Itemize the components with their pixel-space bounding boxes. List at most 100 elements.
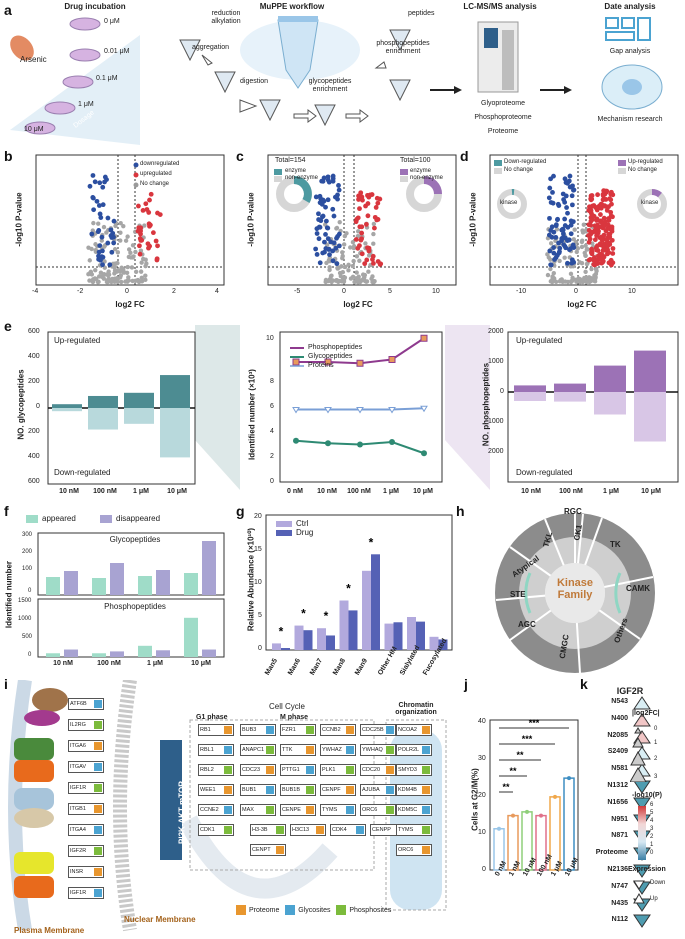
sig-star: * bbox=[301, 607, 306, 621]
i-nuclear-label: Nuclear Membrane bbox=[124, 915, 196, 924]
volcano-point bbox=[115, 267, 121, 273]
gene-label: KDM5C bbox=[398, 807, 418, 813]
volcano-point bbox=[96, 249, 102, 255]
volcano-point bbox=[136, 203, 141, 209]
volcano-point bbox=[138, 269, 144, 274]
e-glyco-ytick-4: 200 bbox=[28, 428, 40, 435]
down-triangle bbox=[633, 914, 651, 929]
phospho-appeared-bar bbox=[138, 645, 152, 657]
volcano-point bbox=[94, 198, 100, 204]
volcano-point bbox=[565, 279, 571, 285]
receptor-cell: ITGA4 bbox=[68, 824, 104, 836]
sig-star: * bbox=[346, 582, 351, 596]
panel-b-volcano bbox=[35, 154, 225, 286]
gene-label: H3-3B bbox=[252, 827, 268, 833]
volcano-point bbox=[140, 207, 146, 213]
volcano-point bbox=[360, 272, 366, 277]
volcano-point bbox=[600, 192, 606, 197]
volcano-point bbox=[153, 238, 159, 244]
c-ylabel: -log10 P-value bbox=[246, 192, 256, 247]
glyco-point bbox=[293, 437, 299, 444]
receptor-cell: IL2RG bbox=[68, 719, 104, 731]
e-line-xtick-3: 1 μM bbox=[383, 488, 399, 495]
volcano-point bbox=[580, 228, 585, 233]
site-marker bbox=[386, 766, 394, 774]
volcano-point bbox=[320, 197, 326, 203]
volcano-point bbox=[327, 265, 332, 270]
c-xtick-0: -5 bbox=[294, 288, 301, 295]
volcano-point bbox=[583, 243, 588, 248]
volcano-point bbox=[604, 251, 610, 257]
receptor-label: IGF1R bbox=[70, 785, 87, 791]
panel-label-f: f bbox=[4, 503, 9, 519]
volcano-point bbox=[333, 278, 339, 283]
mechanism-label: Mechanism research bbox=[597, 116, 663, 123]
volcano-point bbox=[372, 225, 377, 231]
site-marker bbox=[224, 786, 232, 794]
volcano-point bbox=[573, 240, 579, 245]
phospho-point bbox=[292, 358, 300, 366]
volcano-point bbox=[87, 278, 92, 283]
volcano-point bbox=[549, 234, 555, 240]
volcano-point bbox=[143, 277, 148, 283]
volcano-point bbox=[561, 197, 566, 202]
volcano-point bbox=[565, 180, 570, 186]
volcano-point bbox=[589, 230, 595, 235]
ctrl-bar bbox=[384, 623, 394, 650]
volcano-point bbox=[346, 262, 351, 267]
k-legend-p: -log10(P) bbox=[632, 792, 662, 799]
volcano-point bbox=[351, 258, 356, 264]
j-ytick-1: 10 bbox=[478, 829, 486, 836]
volcano-point bbox=[107, 262, 113, 268]
e-line-ytick-3: 6 bbox=[270, 403, 274, 410]
g-ytick-3: 15 bbox=[254, 546, 262, 553]
volcano-point bbox=[371, 241, 376, 246]
sig-mark: *** bbox=[529, 718, 540, 728]
site-marker bbox=[306, 726, 314, 734]
k-site-label: N543 bbox=[611, 698, 628, 705]
volcano-point bbox=[584, 261, 590, 267]
e-phospho-ytick-2: 0 bbox=[500, 388, 504, 395]
volcano-point bbox=[601, 215, 607, 221]
phospho-point bbox=[388, 356, 396, 363]
gene-label: BUB1 bbox=[242, 787, 257, 793]
e-phospho-ytick-0: 2000 bbox=[488, 328, 504, 335]
volcano-point bbox=[365, 201, 371, 206]
volcano-point bbox=[574, 249, 579, 255]
gene-cell: RBL2 bbox=[198, 764, 234, 776]
volcano-point bbox=[325, 174, 331, 180]
e-glyco-xtick-3: 10 μM bbox=[167, 488, 187, 495]
site-marker bbox=[266, 726, 274, 734]
volcano-point bbox=[568, 222, 574, 228]
volcano-point bbox=[353, 219, 359, 225]
f-ytick-top-2: 200 bbox=[22, 549, 33, 555]
k-site-marker bbox=[633, 712, 651, 727]
volcano-point bbox=[595, 192, 600, 198]
b-xtick-4: 4 bbox=[215, 288, 219, 295]
j-point bbox=[553, 794, 557, 799]
gene-label: BUB1B bbox=[282, 787, 301, 793]
phospho-down-bar bbox=[634, 392, 666, 442]
site-marker bbox=[422, 746, 430, 754]
site-marker bbox=[422, 806, 430, 814]
k-site-label: N747 bbox=[611, 882, 628, 890]
ctrl-bar bbox=[339, 600, 349, 650]
e-line-legend-glyco: Glycopeptides bbox=[308, 353, 353, 360]
d-legend-down: Down-regulated bbox=[504, 159, 547, 165]
volcano-point bbox=[337, 278, 342, 284]
volcano-point bbox=[562, 216, 568, 222]
f-legend-disappeared: disappeared bbox=[116, 514, 161, 523]
volcano-point bbox=[143, 257, 148, 262]
volcano-point bbox=[322, 239, 327, 245]
volcano-point bbox=[608, 191, 614, 197]
volcano-point bbox=[560, 191, 566, 197]
volcano-point bbox=[342, 275, 348, 280]
e-phospho-ytick-3: 1000 bbox=[488, 418, 504, 425]
glyco-up-bar bbox=[88, 395, 118, 408]
gene-label: ORC6 bbox=[362, 807, 378, 813]
volcano-point bbox=[340, 250, 345, 255]
volcano-point bbox=[553, 234, 559, 240]
gene-cell: KDM5C bbox=[396, 804, 432, 816]
receptor-cell: INSR bbox=[68, 866, 104, 878]
k-p-tick: 5 bbox=[650, 810, 654, 816]
